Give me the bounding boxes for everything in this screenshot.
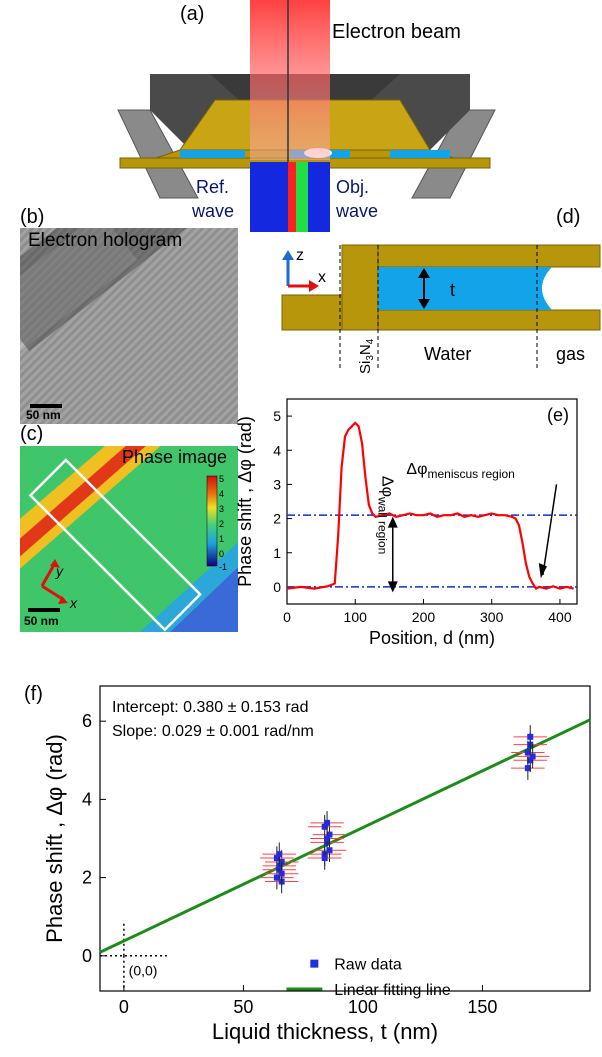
panel-label-a: (a) — [180, 3, 205, 25]
colorbar-tick-5: 5 — [219, 474, 224, 484]
x-tick-label-e-1: 100 — [344, 609, 368, 625]
phase-axis-y: y — [55, 563, 64, 579]
y-axis-label-e: Phase shift , Δφ (rad) — [235, 416, 255, 587]
phase-image-title: Phase image — [122, 447, 228, 467]
y-tick-label-f-1: 2 — [82, 868, 92, 888]
legend-label-raw: Raw data — [334, 957, 402, 974]
panel-label-e: (e) — [547, 405, 569, 425]
data-point-13 — [326, 847, 333, 854]
y-tick-label-e-1: 1 — [273, 545, 281, 561]
panel-label-d: (d) — [556, 206, 581, 228]
legend-label-fit: Linear fitting line — [334, 982, 451, 999]
ref-wave-label-1: Ref. — [196, 177, 229, 197]
obj-wave-label-1: Obj. — [336, 177, 369, 197]
y-tick-label-e-5: 5 — [273, 408, 281, 424]
x-axis-label: x — [318, 269, 326, 286]
hologram-scale-text: 50 nm — [26, 408, 61, 422]
data-point-20 — [529, 753, 536, 760]
panel-d-schematic: t z x Si3N4 Water gas — [281, 244, 601, 374]
panel-label-c: (c) — [20, 423, 44, 445]
x-tick-label-e-2: 200 — [412, 609, 436, 625]
data-point-18 — [524, 749, 531, 756]
x-axis-label-e: Position, d (nm) — [369, 628, 495, 648]
x-tick-label-e-0: 0 — [283, 609, 291, 625]
x-tick-label-f-3: 150 — [467, 997, 497, 1017]
linear-fit-line — [99, 718, 591, 954]
x-tick-label-e-4: 400 — [548, 609, 572, 625]
data-point-17 — [527, 757, 534, 764]
electron-hologram-image — [20, 228, 238, 424]
gas-label: gas — [556, 344, 585, 364]
legend-marker-raw — [310, 959, 319, 968]
y-tick-label-f-3: 6 — [82, 711, 92, 731]
obj-wave-beam — [288, 162, 296, 232]
colorbar-tick-0: 0 — [219, 549, 224, 559]
phase-vs-thickness-chart: 0 50 100 150 0 2 4 6 (0,0) Intercept: 0.380 ± 0.1… — [42, 685, 591, 1044]
x-tick-label-f-0: 0 — [119, 997, 129, 1017]
electron-beam — [250, 0, 330, 160]
si3n4-label: Si3N4 — [357, 338, 376, 374]
annotation-meniscus: Δφmeniscus region — [406, 461, 514, 481]
obj-wave-label-2: wave — [335, 201, 378, 221]
colorbar-tick-2: 2 — [219, 519, 224, 529]
x-tick-label-e-3: 300 — [480, 609, 504, 625]
hologram-title: Electron hologram — [28, 230, 183, 251]
annotation-meniscus-sub: meniscus region — [427, 467, 514, 481]
data-point-0 — [273, 874, 280, 881]
data-point-6 — [276, 851, 283, 858]
ref-wave-label-2: wave — [191, 201, 234, 221]
annotation-wall-sub: wall region — [376, 496, 390, 554]
thickness-label: t — [450, 280, 455, 300]
x-axis-label-f: Liquid thickness, t (nm) — [212, 1019, 438, 1044]
data-point-11 — [321, 823, 328, 830]
water-label: Water — [424, 344, 471, 364]
phase-axis-x: x — [69, 595, 78, 611]
meniscus-arrow-head — [538, 563, 547, 579]
slope-text: Slope: 0.029 ± 0.001 rad/nm — [112, 723, 314, 740]
y-tick-label-f-2: 4 — [82, 789, 92, 809]
phase-profile-line — [286, 421, 574, 591]
data-point-10 — [326, 831, 333, 838]
meniscus-arrow — [542, 484, 558, 576]
x-tick-label-f-2: 100 — [348, 997, 378, 1017]
electron-beam-label: Electron beam — [332, 21, 461, 43]
y-tick-label-e-2: 2 — [273, 511, 281, 527]
colorbar-tick-m1: -1 — [219, 562, 227, 572]
y-tick-label-e-0: 0 — [273, 579, 281, 595]
panel-label-b: (b) — [20, 206, 45, 228]
data-point-7 — [278, 870, 285, 877]
colorbar-tick-4: 4 — [219, 489, 224, 499]
colorbar-tick-1: 1 — [219, 534, 224, 544]
data-point-4 — [276, 862, 283, 869]
plot-frame-e — [286, 398, 578, 605]
z-axis-label: z — [296, 247, 304, 264]
data-point-16 — [524, 765, 531, 772]
hologram-scalebar — [30, 404, 62, 408]
y-tick-label-e-3: 3 — [273, 476, 281, 492]
origin-label: (0,0) — [129, 962, 158, 978]
panel-label-f: (f) — [24, 683, 43, 705]
wall-arrow-head-top — [387, 516, 398, 528]
phase-scale-text: 50 nm — [24, 614, 59, 628]
plot-frame-f — [99, 685, 591, 992]
data-point-15 — [321, 855, 328, 862]
y-axis-label-f: Phase shift , Δφ (rad) — [42, 734, 67, 943]
x-tick-label-f-1: 50 — [233, 997, 253, 1017]
data-point-14 — [324, 819, 331, 826]
ref-wave-beam — [250, 162, 288, 232]
intercept-text: Intercept: 0.380 ± 0.153 rad — [112, 699, 308, 716]
wall-arrow-head-bottom — [387, 581, 398, 593]
phase-image: 5 4 3 2 1 0 -1 y x — [20, 446, 238, 632]
colorbar-tick-3: 3 — [219, 504, 224, 514]
y-tick-label-e-4: 4 — [273, 442, 281, 458]
panel-a-schematic: Electron beam Ref. wave Obj. wave — [117, 0, 496, 232]
y-tick-label-f-0: 0 — [82, 946, 92, 966]
data-point-3 — [273, 855, 280, 862]
data-point-12 — [324, 835, 331, 842]
data-point-21 — [527, 733, 534, 740]
